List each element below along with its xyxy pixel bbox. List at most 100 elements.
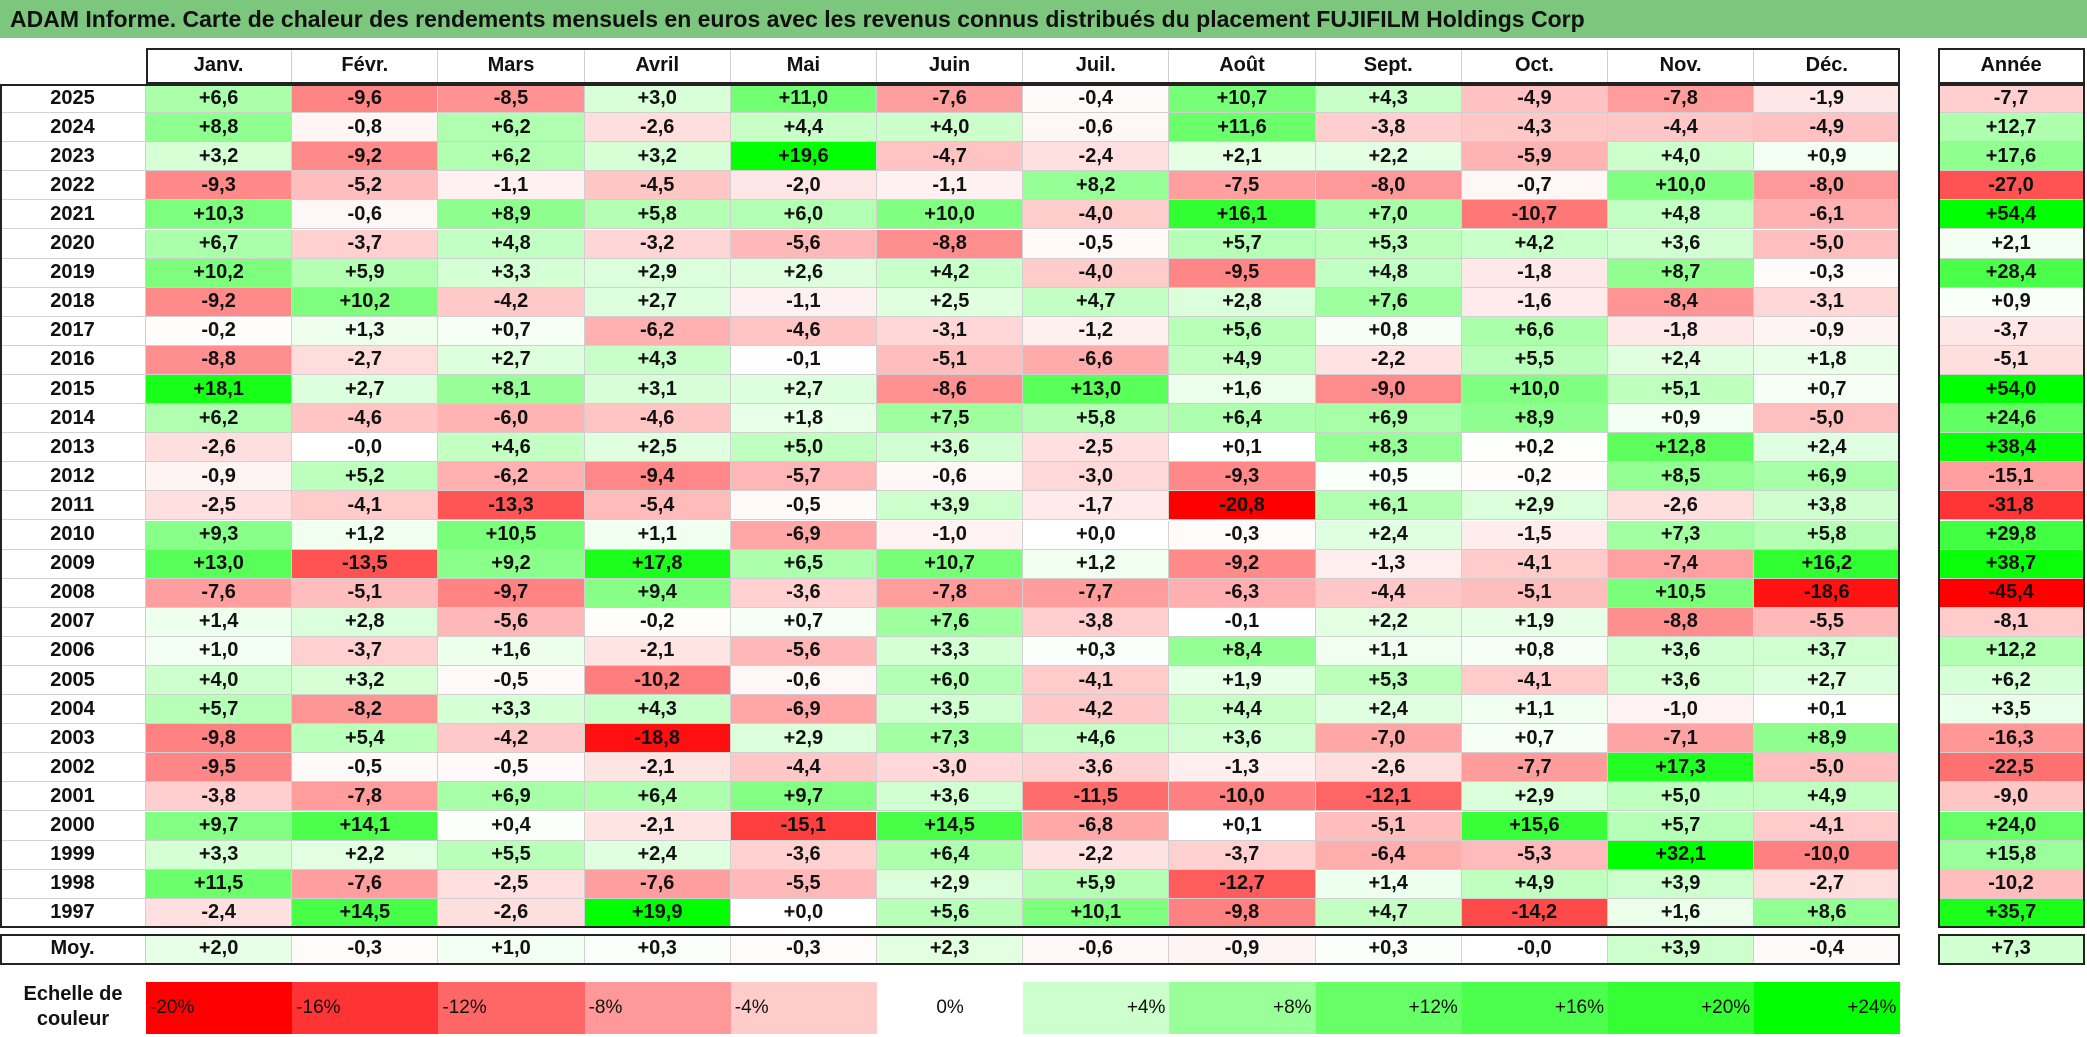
- annual-return-cell: +3,5: [1938, 695, 2085, 725]
- heatmap-cell: +5,5: [1461, 345, 1608, 375]
- heatmap-cell: +2,2: [292, 840, 439, 870]
- annual-return-cell: -22,5: [1938, 753, 2085, 783]
- annual-return-cell: -10,2: [1938, 869, 2085, 899]
- heatmap-cell: -12,7: [1169, 869, 1316, 899]
- heatmap-cell: -7,4: [1608, 549, 1755, 579]
- heatmap-cell: +9,7: [146, 811, 293, 841]
- year-label: 2002: [0, 753, 146, 783]
- heatmap-cell: -7,6: [584, 869, 731, 899]
- heatmap-cell: -10,0: [1754, 840, 1901, 870]
- heatmap-cell: +8,5: [1608, 462, 1755, 492]
- year-label: 2015: [0, 375, 146, 405]
- color-scale-swatch: -8%: [584, 982, 731, 1034]
- year-label: 2025: [0, 84, 146, 114]
- heatmap-cell: -6,4: [1315, 840, 1462, 870]
- annual-return-cell: +0,9: [1938, 287, 2085, 317]
- color-scale-swatch: -12%: [438, 982, 585, 1034]
- heatmap-cell: -2,1: [584, 753, 731, 783]
- heatmap-cell: -12,1: [1315, 782, 1462, 812]
- heatmap-cell: +4,8: [1315, 258, 1462, 288]
- heatmap-cell: +10,7: [877, 549, 1024, 579]
- heatmap-cell: -5,2: [292, 171, 439, 201]
- heatmap-cell: +8,1: [438, 375, 585, 405]
- heatmap-cell: -5,0: [1754, 229, 1901, 259]
- heatmap-cell: +3,8: [1754, 491, 1901, 521]
- annual-return-cell: -3,7: [1938, 316, 2085, 346]
- heatmap-cell: -4,9: [1461, 84, 1608, 114]
- average-cell: +1,0: [438, 933, 585, 965]
- month-header: Juil.: [1023, 48, 1170, 84]
- heatmap-cell: +6,4: [1169, 404, 1316, 434]
- heatmap-cell: +2,9: [730, 724, 877, 754]
- heatmap-cell: +1,4: [1315, 869, 1462, 899]
- heatmap-cell: +2,9: [877, 869, 1024, 899]
- heatmap-cell: -7,5: [1169, 171, 1316, 201]
- month-header: Mai: [730, 48, 877, 84]
- year-label: 2001: [0, 782, 146, 812]
- heatmap-cell: +5,7: [1169, 229, 1316, 259]
- heatmap-cell: -8,0: [1754, 171, 1901, 201]
- heatmap-cell: +1,2: [292, 520, 439, 550]
- heatmap-cell: -4,3: [1461, 113, 1608, 143]
- heatmap-cell: -2,6: [146, 433, 293, 463]
- heatmap-cell: -20,8: [1169, 491, 1316, 521]
- year-total-header: Année: [1938, 48, 2085, 84]
- year-label: 2006: [0, 636, 146, 666]
- heatmap-cell: -2,6: [438, 898, 585, 928]
- heatmap-cell: -8,4: [1608, 287, 1755, 317]
- heatmap-cell: -8,8: [146, 345, 293, 375]
- heatmap-cell: +3,9: [1608, 869, 1755, 899]
- heatmap-cell: +1,1: [1461, 695, 1608, 725]
- heatmap-cell: -4,9: [1754, 113, 1901, 143]
- heatmap-cell: -1,3: [1315, 549, 1462, 579]
- heatmap-cell: -2,2: [1023, 840, 1170, 870]
- heatmap-cell: +2,4: [1315, 520, 1462, 550]
- heatmap-cell: -1,1: [877, 171, 1024, 201]
- month-header: Févr.: [292, 48, 439, 84]
- heatmap-cell: +10,0: [1461, 375, 1608, 405]
- heatmap-cell: +17,3: [1608, 753, 1755, 783]
- heatmap-cell: +5,8: [1023, 404, 1170, 434]
- heatmap-cell: -6,1: [1754, 200, 1901, 230]
- annual-return-cell: -7,7: [1938, 84, 2085, 114]
- heatmap-cell: -5,1: [292, 578, 439, 608]
- heatmap-cell: -13,3: [438, 491, 585, 521]
- heatmap-cell: +18,1: [146, 375, 293, 405]
- heatmap-cell: +8,4: [1169, 636, 1316, 666]
- heatmap-cell: +7,6: [1315, 287, 1462, 317]
- heatmap-cell: -3,6: [730, 840, 877, 870]
- heatmap-cell: -15,1: [730, 811, 877, 841]
- heatmap-cell: +8,9: [1461, 404, 1608, 434]
- heatmap-cell: -2,1: [584, 811, 731, 841]
- year-label: 2010: [0, 520, 146, 550]
- heatmap-cell: -3,0: [877, 753, 1024, 783]
- heatmap-cell: -5,6: [730, 229, 877, 259]
- year-label: 2024: [0, 113, 146, 143]
- heatmap-cell: -3,6: [730, 578, 877, 608]
- average-cell: -0,3: [292, 933, 439, 965]
- heatmap-cell: +8,6: [1754, 898, 1901, 928]
- heatmap-cell: -13,5: [292, 549, 439, 579]
- color-scale-swatch: -16%: [292, 982, 439, 1034]
- heatmap-cell: -2,4: [1023, 142, 1170, 172]
- heatmap-cell: +5,6: [1169, 316, 1316, 346]
- heatmap-cell: +2,7: [438, 345, 585, 375]
- heatmap-cell: -0,3: [1169, 520, 1316, 550]
- heatmap-cell: +6,5: [730, 549, 877, 579]
- heatmap-cell: +6,9: [1754, 462, 1901, 492]
- heatmap-cell: +0,1: [1169, 433, 1316, 463]
- heatmap-cell: +4,4: [1169, 695, 1316, 725]
- heatmap-cell: +0,0: [1023, 520, 1170, 550]
- heatmap-cell: -1,9: [1754, 84, 1901, 114]
- heatmap-cell: +10,0: [1608, 171, 1755, 201]
- heatmap-cell: +5,5: [438, 840, 585, 870]
- heatmap-cell: +14,5: [292, 898, 439, 928]
- heatmap-cell: -4,6: [584, 404, 731, 434]
- month-header: Déc.: [1754, 48, 1901, 84]
- heatmap-cell: -5,4: [584, 491, 731, 521]
- heatmap-cell: +3,7: [1754, 636, 1901, 666]
- heatmap-cell: -4,6: [292, 404, 439, 434]
- heatmap-cell: +4,7: [1023, 287, 1170, 317]
- heatmap-cell: -2,6: [1608, 491, 1755, 521]
- heatmap-cell: +14,5: [877, 811, 1024, 841]
